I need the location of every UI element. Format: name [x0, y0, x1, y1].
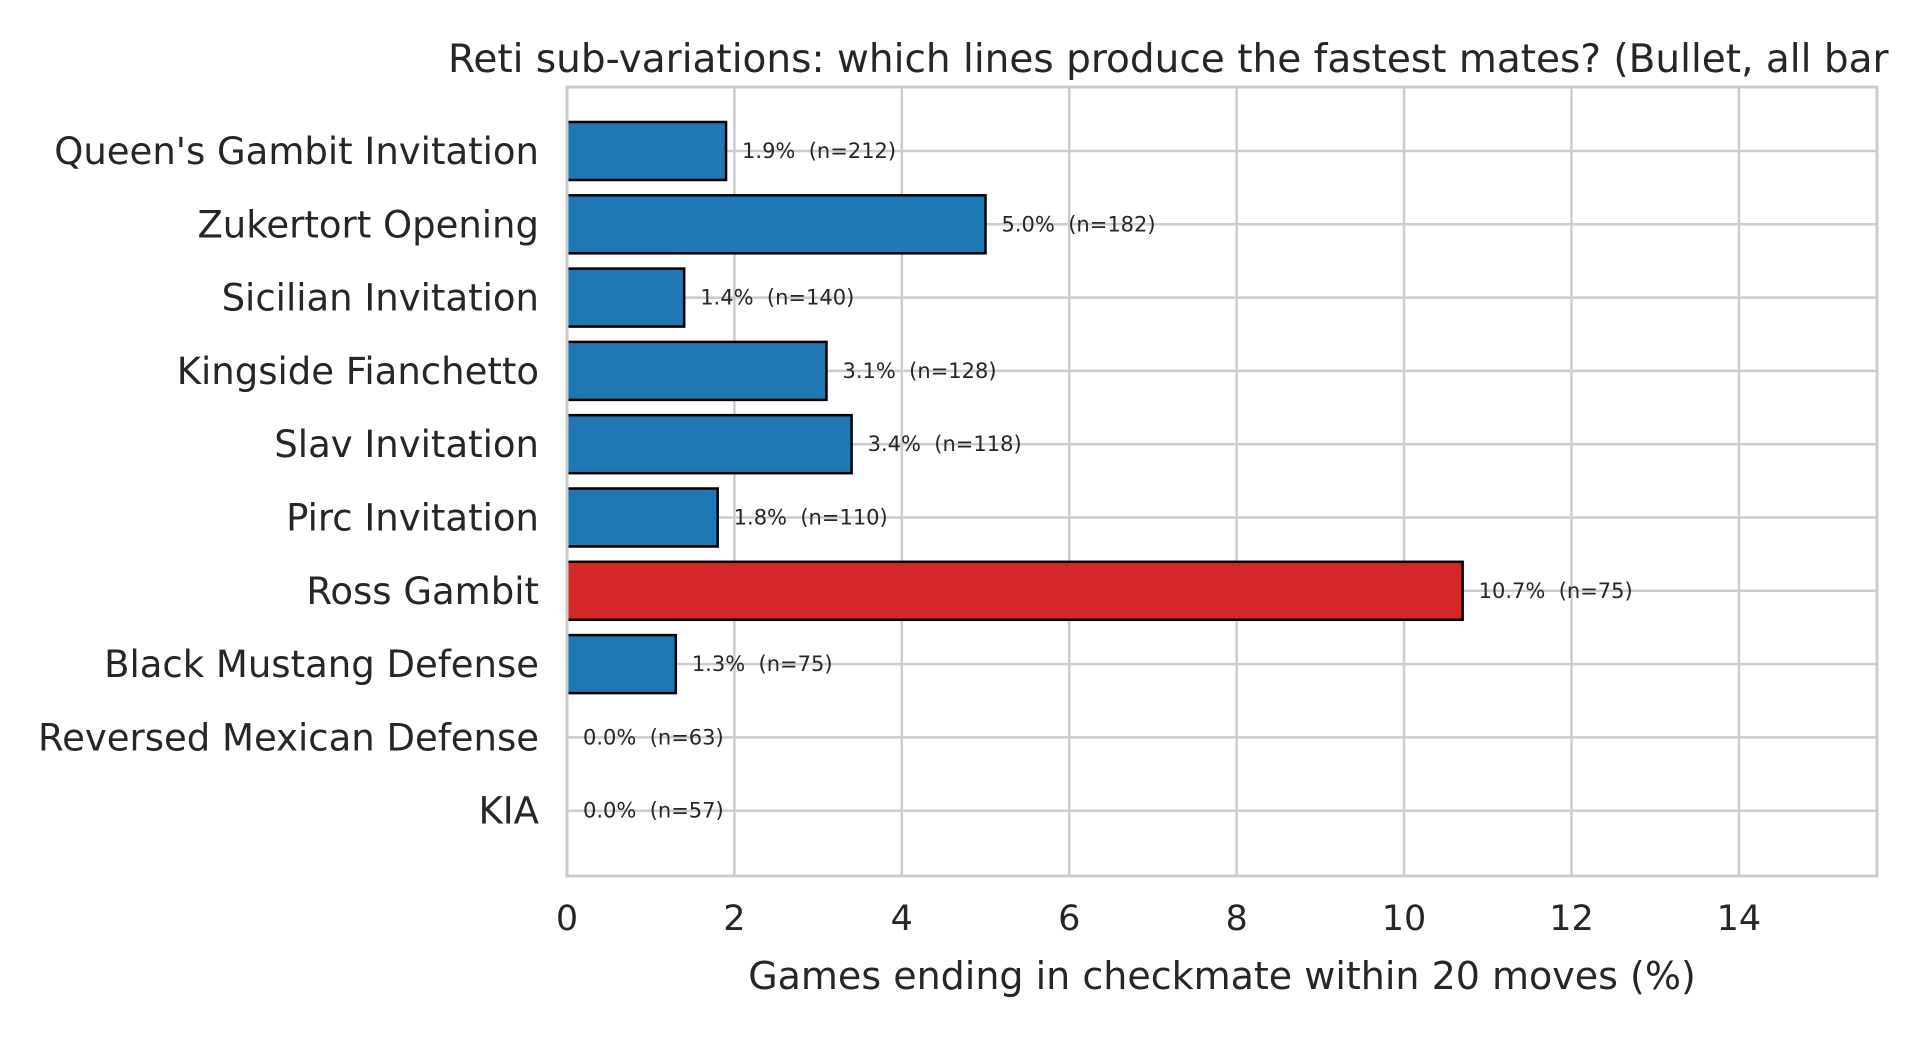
x-tick-label: 2 [723, 899, 745, 939]
bar [565, 194, 987, 255]
data-label: 10.7% (n=75) [1479, 579, 1633, 603]
x-tick-label: 6 [1058, 899, 1080, 939]
data-label: 0.0% (n=57) [583, 799, 724, 823]
data-label: 1.4% (n=140) [700, 286, 854, 310]
data-labels: 1.9% (n=212) 5.0% (n=182) 1.4% (n=140) 3.1%… [583, 139, 1633, 823]
y-tick-label: Black Mustang Defense [104, 643, 539, 686]
y-tick-label: Ross Gambit [306, 570, 539, 613]
bar [565, 560, 1464, 622]
data-label: 3.4% (n=118) [868, 432, 1022, 456]
y-tick-label: Kingside Fianchetto [177, 350, 539, 393]
x-tick-label: 4 [891, 899, 913, 939]
bar [565, 120, 728, 182]
x-tick-label: 10 [1382, 899, 1427, 939]
x-axis-label: Games ending in checkmate within 20 move… [748, 954, 1696, 998]
bars [565, 120, 1464, 840]
x-tick-label: 0 [556, 899, 578, 939]
x-tick-label: 12 [1549, 899, 1594, 939]
y-tick-label: KIA [479, 790, 540, 833]
bar [565, 267, 686, 328]
x-axis-ticks: 0 2 4 6 8 10 12 14 [556, 899, 1761, 939]
y-tick-label: Zukertort Opening [197, 203, 539, 246]
data-label: 5.0% (n=182) [1002, 212, 1156, 236]
bar [565, 340, 828, 402]
data-label: 1.8% (n=110) [734, 506, 888, 530]
y-tick-label: Sicilian Invitation [222, 277, 539, 320]
data-label: 1.9% (n=212) [742, 139, 896, 163]
y-axis-labels: Queen's Gambit Invitation Zukertort Openi… [38, 130, 539, 833]
bar [565, 487, 719, 548]
x-tick-label: 8 [1226, 899, 1248, 939]
y-tick-label: Reversed Mexican Defense [38, 716, 539, 759]
plot-frame [565, 85, 1879, 878]
bar [565, 633, 678, 695]
y-tick-label: Queen's Gambit Invitation [54, 130, 539, 173]
bar [565, 413, 853, 475]
x-tick-label: 14 [1717, 899, 1762, 939]
y-tick-label: Slav Invitation [274, 423, 539, 466]
data-label: 3.1% (n=128) [842, 359, 996, 383]
data-label: 0.0% (n=63) [583, 725, 724, 749]
chart-title: Reti sub-variations: which lines produce… [448, 37, 1889, 82]
y-tick-label: Pirc Invitation [286, 497, 539, 540]
data-label: 1.3% (n=75) [692, 652, 833, 676]
